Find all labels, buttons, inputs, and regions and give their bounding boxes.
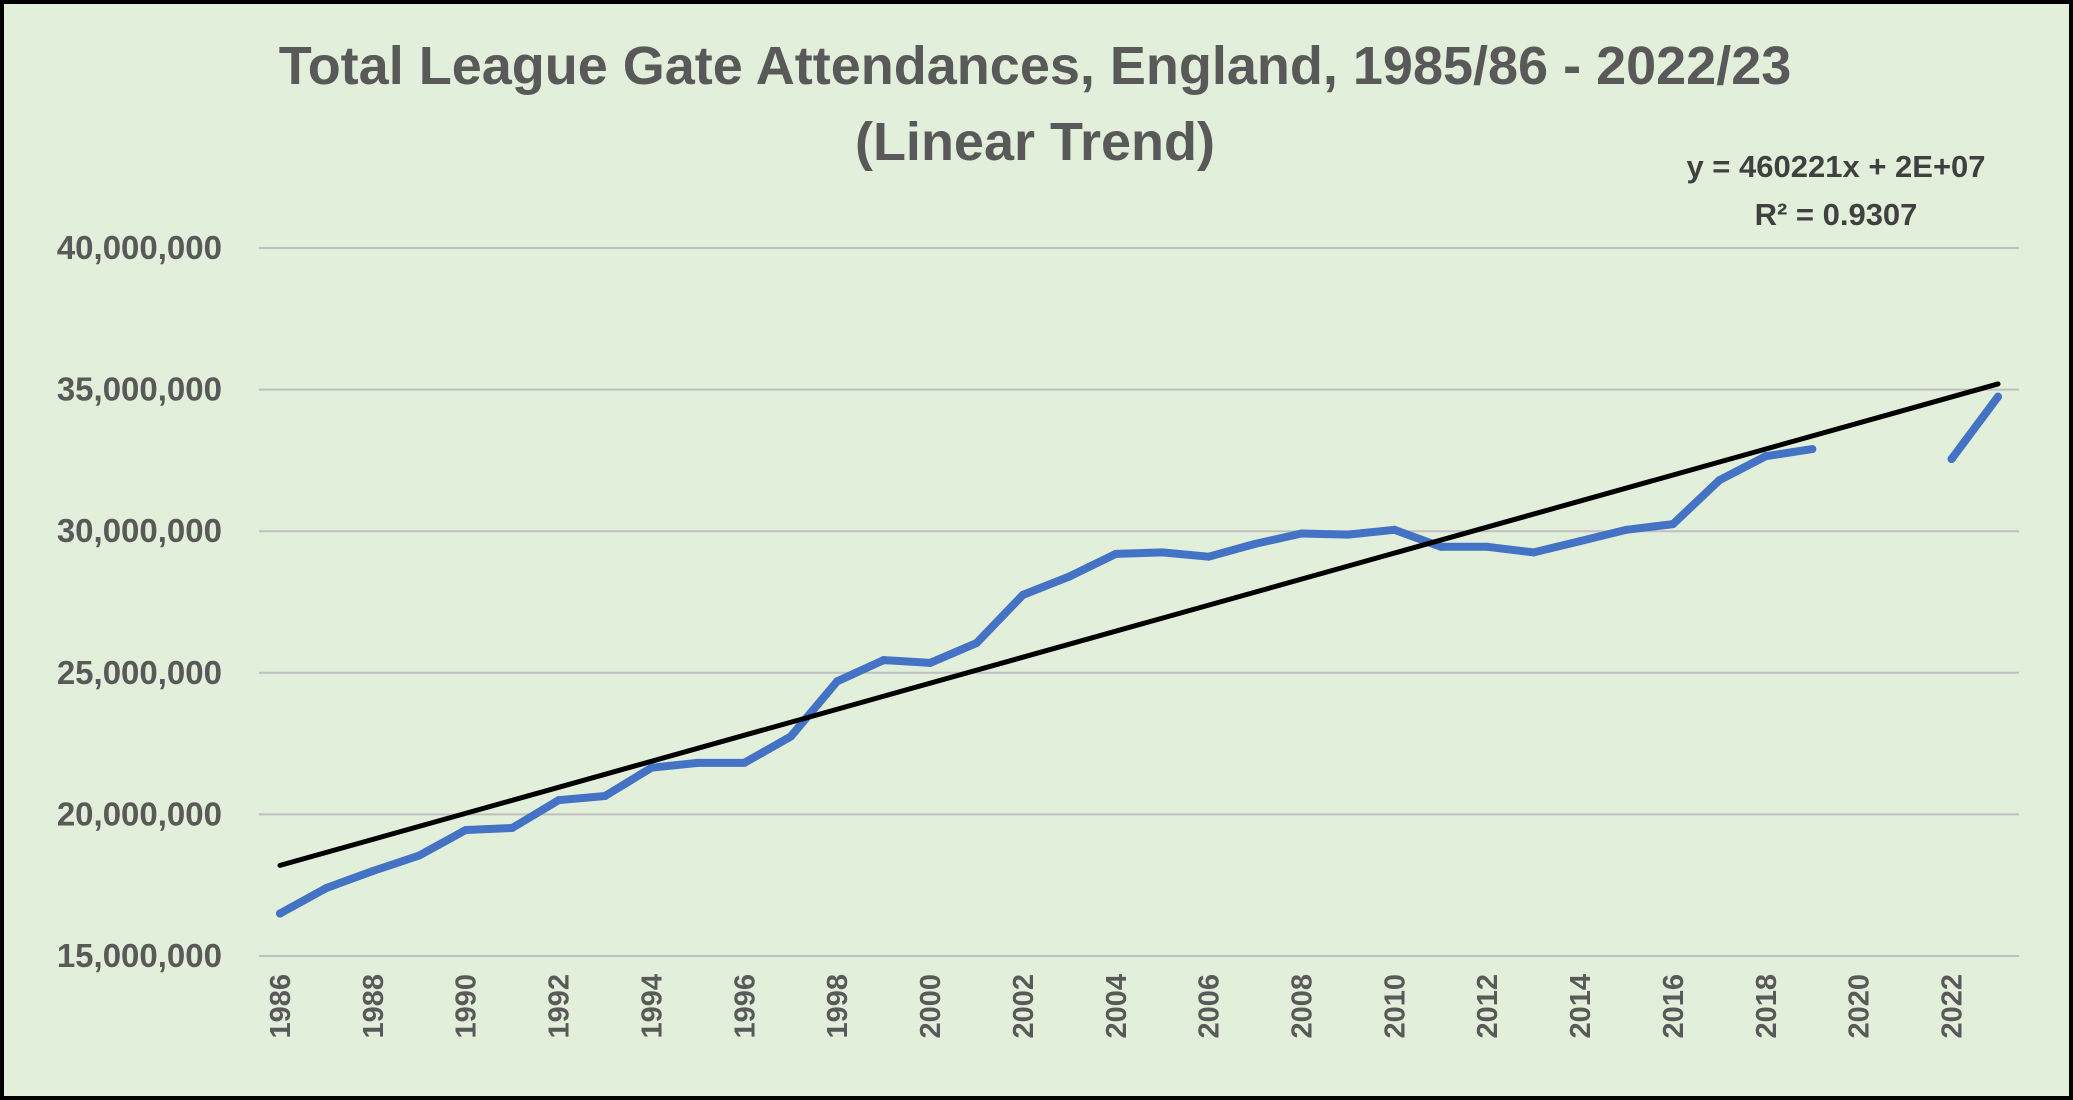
data-point: [276, 909, 284, 918]
data-point: [368, 867, 377, 876]
data-point: [554, 796, 563, 805]
data-point: [1622, 525, 1631, 534]
data-point: [415, 851, 424, 860]
y-tick-label: 25,000,000: [57, 654, 222, 691]
series-layer: [276, 392, 2002, 918]
chart-title: Total League Gate Attendances, England, …: [279, 36, 1792, 96]
data-point: [1111, 549, 1120, 558]
x-axis-ticks: 1986 1988 1990 1992 1994 1996 1998 2000 2002 2004…: [265, 974, 1969, 1039]
x-tick-label: 2008: [1287, 974, 1319, 1039]
data-point: [693, 758, 702, 767]
line-chart: Total League Gate Attendances, England, …: [57, 36, 2019, 1039]
series-line: [1947, 392, 2002, 463]
data-point: [1994, 392, 2002, 401]
x-tick-label: 2006: [1194, 974, 1226, 1039]
data-point: [322, 884, 331, 893]
data-point: [1761, 452, 1770, 461]
x-tick-label: 2018: [1751, 974, 1783, 1039]
x-tick-label: 1998: [822, 974, 854, 1039]
y-tick-label: 15,000,000: [57, 937, 222, 974]
y-tick-label: 40,000,000: [57, 229, 222, 266]
data-point: [1529, 548, 1538, 557]
data-point: [1668, 520, 1677, 529]
data-point: [1297, 529, 1306, 538]
y-axis-ticks: 15,000,000 20,000,000 25,000,000 30,000,000…: [57, 229, 222, 974]
data-point: [740, 758, 749, 767]
x-tick-label: 1994: [636, 974, 668, 1039]
data-point: [461, 825, 470, 834]
data-point: [1251, 539, 1260, 548]
x-tick-label: 1986: [265, 974, 297, 1039]
data-point: [833, 677, 842, 686]
data-point: [1808, 445, 1817, 454]
series-line: [276, 445, 1817, 918]
data-point: [1390, 525, 1399, 534]
y-tick-label: 30,000,000: [57, 512, 222, 549]
data-point: [786, 732, 795, 741]
data-point: [926, 658, 935, 667]
trendline-r-squared: R² = 0.9307: [1755, 197, 1918, 232]
x-tick-label: 2010: [1379, 974, 1411, 1039]
data-point: [1065, 572, 1074, 581]
x-tick-label: 2000: [915, 974, 947, 1039]
data-point: [1018, 590, 1027, 599]
data-point: [1158, 548, 1167, 557]
x-tick-label: 2002: [1008, 974, 1040, 1039]
x-tick-label: 2022: [1937, 974, 1969, 1039]
x-tick-label: 1992: [544, 974, 576, 1039]
x-tick-label: 2016: [1658, 974, 1690, 1039]
data-point: [1576, 537, 1585, 546]
trendline: [277, 381, 2001, 868]
data-point: [1947, 454, 1956, 463]
trendline-layer: [277, 381, 2001, 868]
y-tick-label: 20,000,000: [57, 795, 222, 832]
gridlines: [259, 247, 2019, 957]
data-point: [1436, 542, 1445, 551]
data-point: [972, 639, 981, 648]
data-point: [601, 791, 610, 800]
x-tick-label: 1996: [729, 974, 761, 1039]
data-point: [1715, 476, 1724, 485]
data-point: [508, 823, 517, 832]
x-tick-label: 2004: [1101, 974, 1133, 1039]
chart-subtitle: (Linear Trend): [855, 112, 1215, 172]
data-point: [1204, 552, 1213, 561]
x-tick-label: 2020: [1844, 974, 1876, 1039]
x-tick-label: 2014: [1565, 974, 1597, 1039]
data-point: [1343, 530, 1352, 539]
data-point: [1483, 542, 1492, 551]
x-tick-label: 2012: [1472, 974, 1504, 1039]
y-tick-label: 35,000,000: [57, 371, 222, 408]
data-point: [647, 763, 656, 772]
trendline-equation: y = 460221x + 2E+07: [1686, 149, 1985, 184]
data-point: [879, 656, 888, 665]
x-tick-label: 1990: [451, 974, 483, 1039]
x-tick-label: 1988: [358, 974, 390, 1039]
